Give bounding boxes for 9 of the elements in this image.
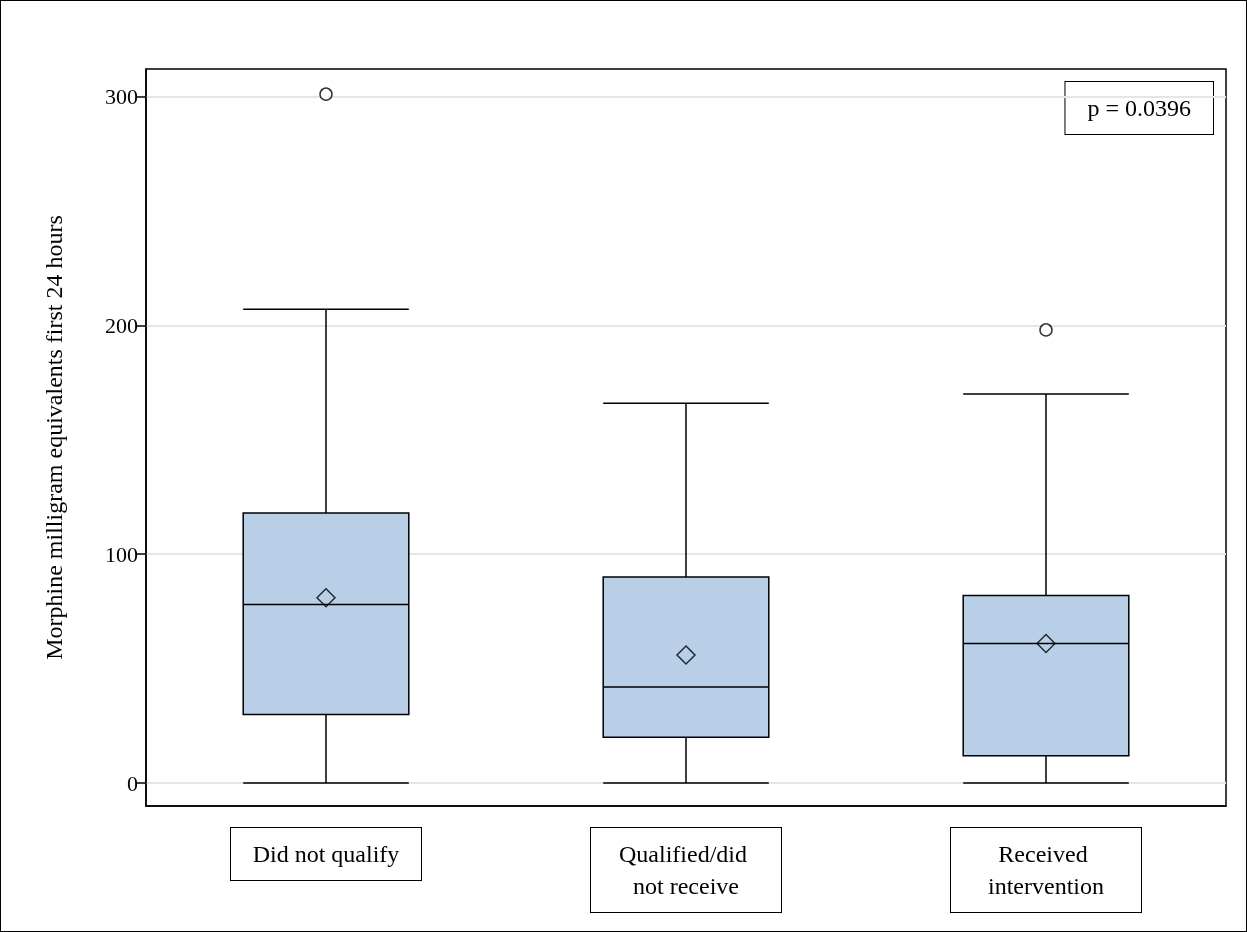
x-tick-label: Did not qualify <box>252 841 400 867</box>
annotation: p = 0.0396 <box>1087 95 1192 121</box>
y-tick-label: 200 <box>105 312 138 338</box>
y-tick-label: 100 <box>105 541 138 567</box>
x-tick-label: Received intervention <box>988 841 1104 899</box>
y-tick-label: 300 <box>105 83 138 109</box>
y-tick-label: 0 <box>127 770 138 796</box>
y-axis-title: Morphine milligram equivalents first 24 hours <box>41 215 67 660</box>
x-tick-label: Qualified/did not receive <box>619 841 753 899</box>
